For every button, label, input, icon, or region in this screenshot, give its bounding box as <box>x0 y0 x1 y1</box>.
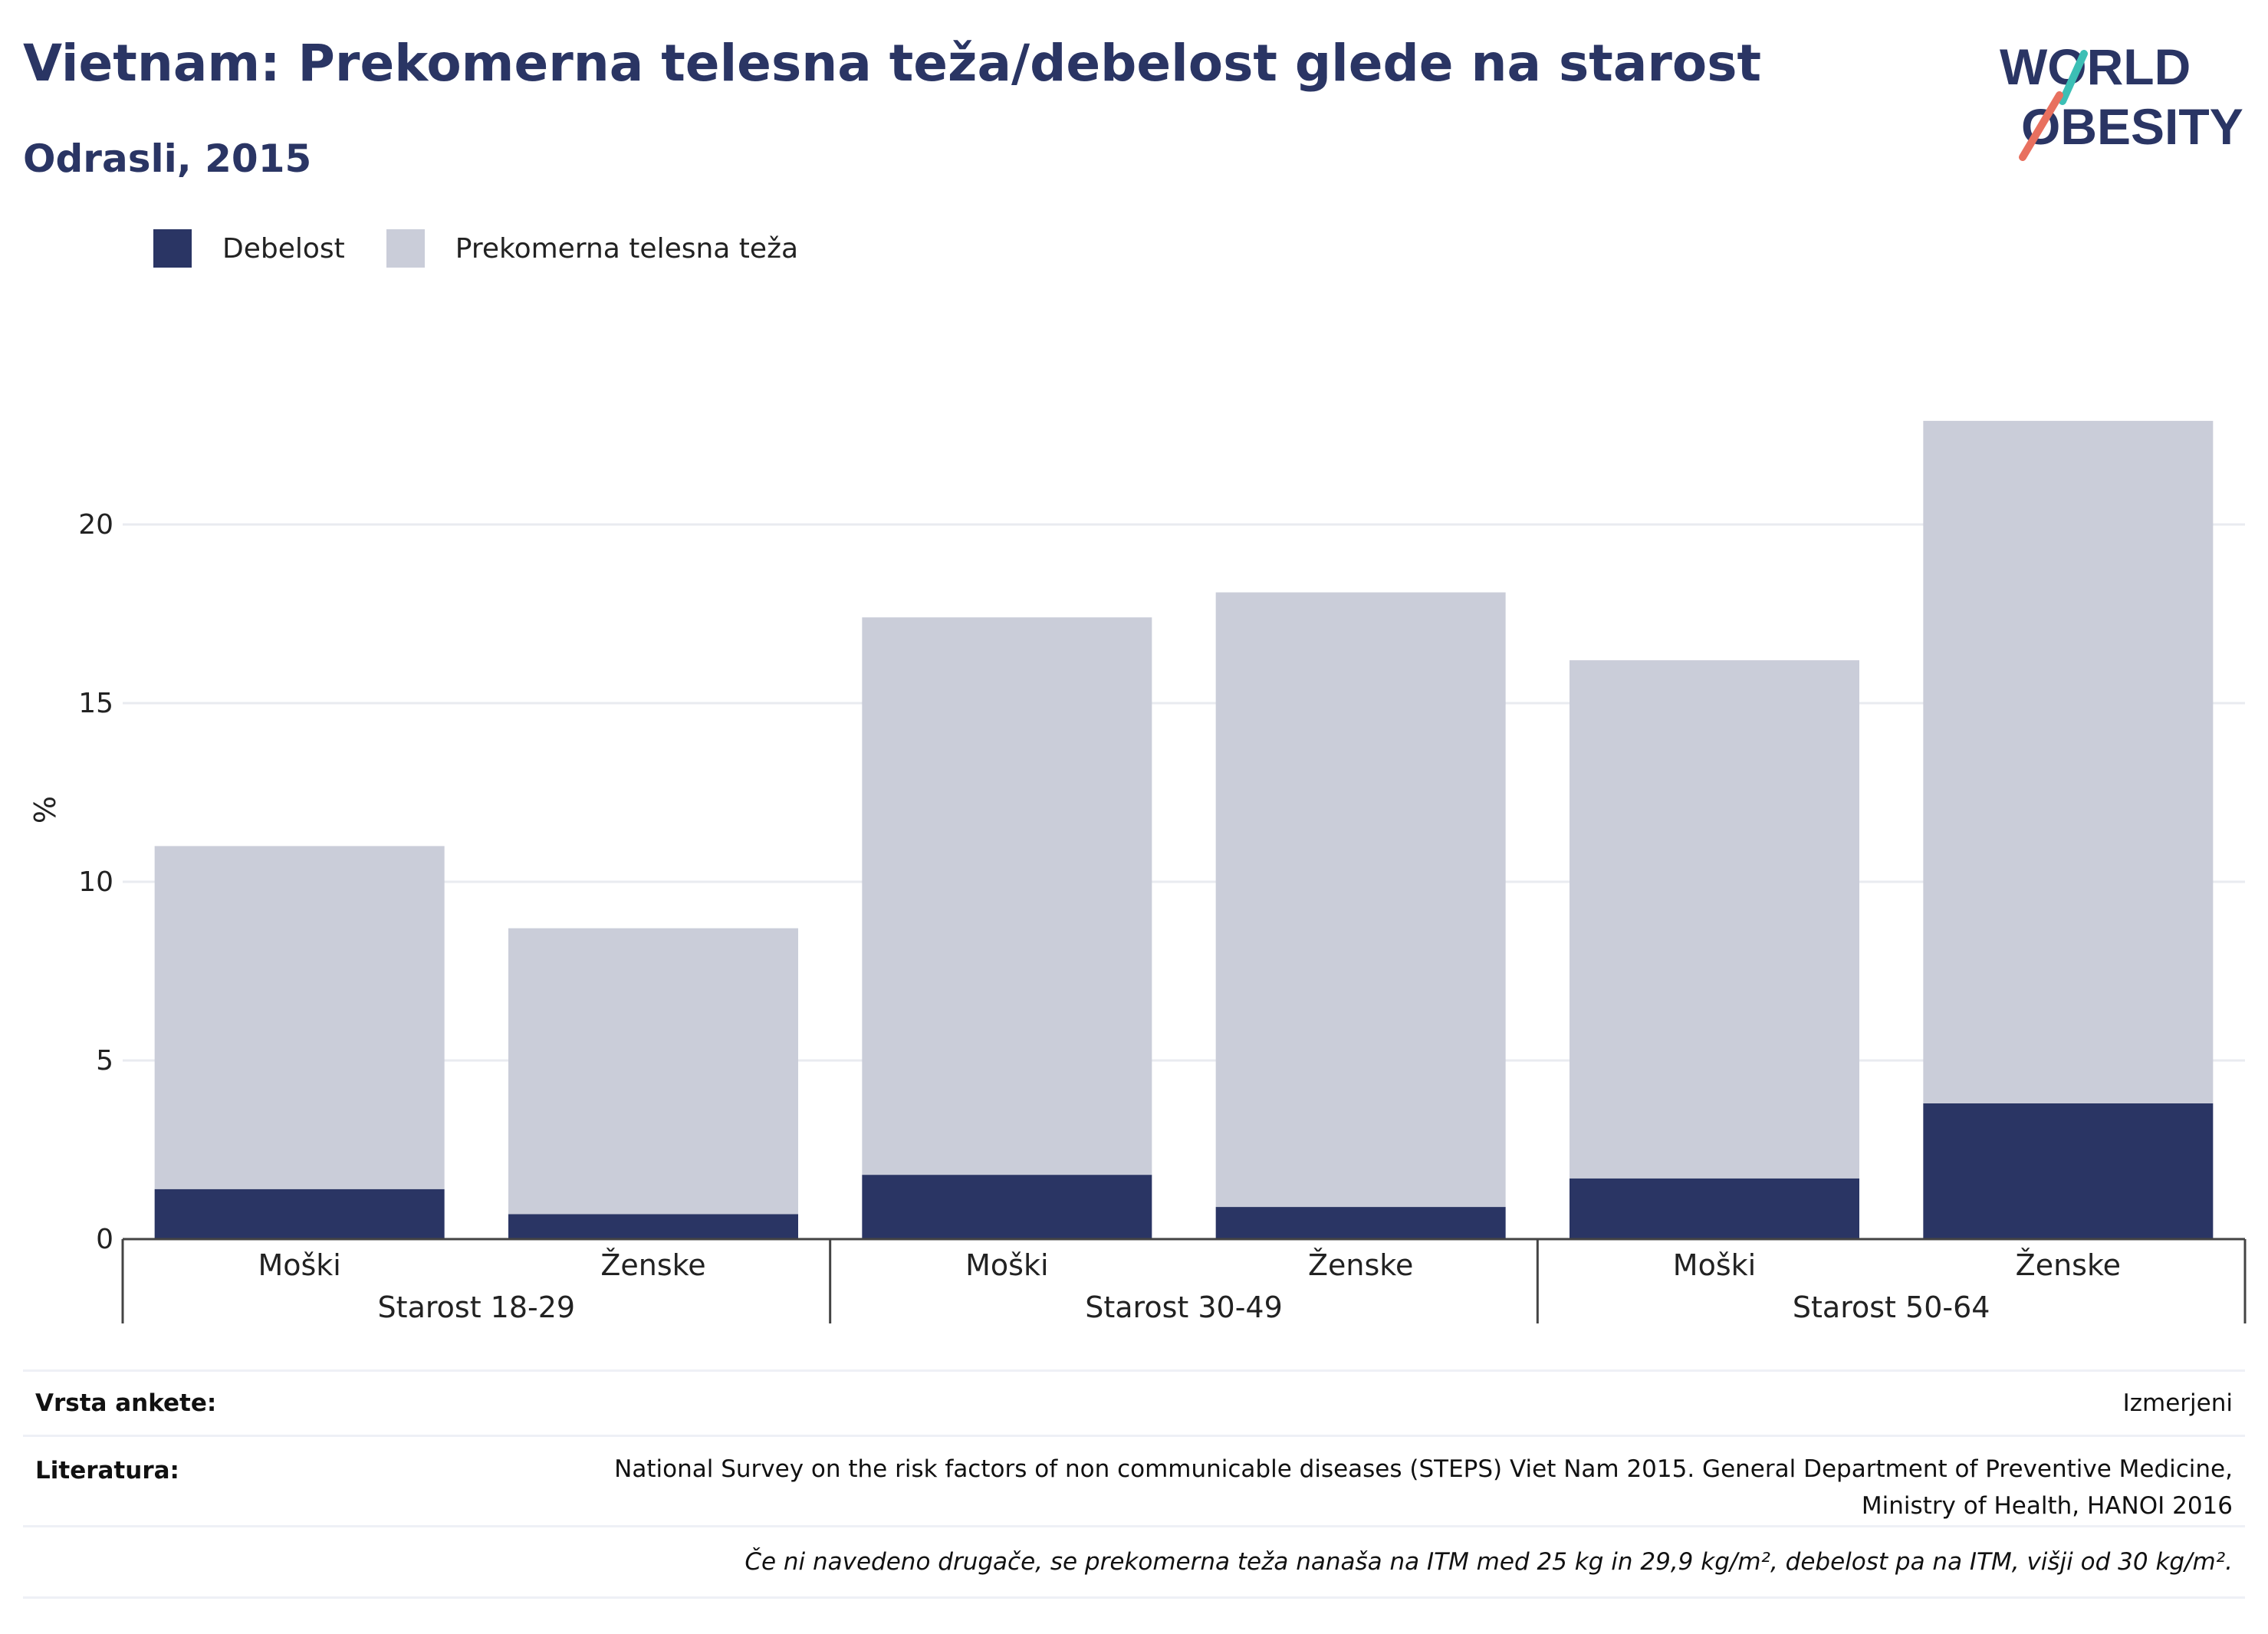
bar-overweight-1 <box>508 928 798 1215</box>
bar-overweight-3 <box>1215 592 1506 1208</box>
literature-value: National Survey on the risk factors of n… <box>614 1451 2245 1525</box>
chart-title: Vietnam: Prekomerna telesna teža/debelos… <box>23 34 1762 93</box>
y-tick-label-0: 0 <box>96 1224 113 1255</box>
logo-line1: WORLD <box>2000 38 2191 95</box>
logo-line2: OBESITY <box>2021 98 2243 155</box>
chart-footer: Vrsta ankete: Izmerjeni Literatura: Nati… <box>23 1369 2245 1599</box>
legend: Debelost Prekomerna telesna teža <box>153 227 840 270</box>
legend-swatch-overweight <box>386 229 425 268</box>
bar-obesity-3 <box>1215 1207 1506 1239</box>
literature-line-1: National Survey on the risk factors of n… <box>614 1455 2233 1483</box>
x-tick-label-1: Ženske <box>600 1248 705 1282</box>
y-tick-label-3: 15 <box>78 688 113 719</box>
chart-subtitle: Odrasli, 2015 <box>23 136 312 181</box>
x-tick-label-3: Ženske <box>1308 1248 1413 1282</box>
bar-obesity-0 <box>154 1189 445 1239</box>
x-tick-label-4: Moški <box>1673 1248 1756 1282</box>
literature-label: Literatura: <box>35 1457 179 1484</box>
survey-label: Vrsta ankete: <box>35 1389 217 1417</box>
x-tick-label-0: Moški <box>258 1248 340 1282</box>
bar-overweight-0 <box>154 846 445 1189</box>
legend-label-obesity: Debelost <box>222 232 345 265</box>
footer-row-survey: Vrsta ankete: Izmerjeni <box>23 1369 2245 1435</box>
bar-overweight-2 <box>862 617 1152 1175</box>
bar-obesity-2 <box>862 1175 1152 1239</box>
logo-stripe-teal <box>2059 50 2088 105</box>
footer-row-note: Če ni navedeno drugače, se prekomerna te… <box>23 1525 2245 1599</box>
bar-overweight-5 <box>1923 420 2214 1103</box>
y-tick-label-1: 5 <box>96 1045 113 1077</box>
bar-obesity-5 <box>1923 1103 2214 1239</box>
y-axis-title: % <box>28 796 62 824</box>
x-tick-label-2: Moški <box>965 1248 1048 1282</box>
bar-obesity-4 <box>1570 1178 1859 1239</box>
survey-value: Izmerjeni <box>2122 1389 2233 1417</box>
group-label-1: Starost 30-49 <box>1085 1290 1283 1324</box>
footer-note: Če ni navedeno drugače, se prekomerna te… <box>744 1548 2233 1576</box>
legend-swatch-obesity <box>153 229 192 268</box>
y-tick-label-4: 20 <box>78 509 113 541</box>
legend-item-obesity[interactable]: Debelost <box>153 229 345 268</box>
bar-chart: 0 5 10 15 20% Moški Ženske Moški Ženske Moški Žens… <box>28 420 2247 1324</box>
group-label-2: Starost 50-64 <box>1793 1290 1990 1324</box>
legend-label-overweight: Prekomerna telesna teža <box>455 232 799 265</box>
world-obesity-logo: WORLD OBESITY <box>2000 38 2243 161</box>
x-tick-label-5: Ženske <box>2016 1248 2121 1282</box>
logo-stripe-coral <box>2019 91 2063 161</box>
group-label-0: Starost 18-29 <box>378 1290 576 1324</box>
y-tick-label-2: 10 <box>78 866 113 898</box>
footer-row-literature: Literatura: National Survey on the risk … <box>23 1435 2245 1525</box>
legend-item-overweight[interactable]: Prekomerna telesna teža <box>386 229 798 268</box>
bar-overweight-4 <box>1570 660 1859 1179</box>
bar-obesity-1 <box>508 1214 798 1239</box>
literature-line-2: Ministry of Health, HANOI 2016 <box>1861 1492 2233 1520</box>
